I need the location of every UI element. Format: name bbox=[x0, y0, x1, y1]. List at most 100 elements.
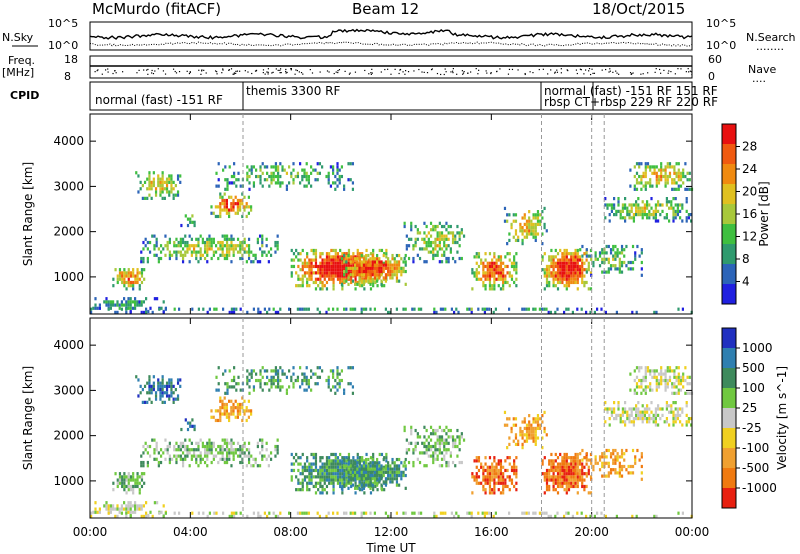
velocity-cell bbox=[341, 475, 344, 479]
velocity-cell bbox=[162, 514, 165, 518]
velocity-cell bbox=[576, 462, 579, 466]
velocity-cell bbox=[657, 378, 661, 383]
power-cell bbox=[161, 187, 164, 191]
velocity-cell bbox=[140, 454, 143, 458]
power-cell bbox=[107, 303, 110, 307]
velocity-cell bbox=[552, 472, 555, 476]
power-cell bbox=[384, 260, 388, 264]
velocity-cell bbox=[638, 385, 641, 389]
power-cell bbox=[351, 162, 355, 166]
power-cell bbox=[233, 310, 236, 314]
power-cell bbox=[674, 196, 677, 201]
power-cell bbox=[395, 276, 399, 280]
velocity-cell bbox=[241, 448, 244, 452]
velocity-cell bbox=[435, 514, 438, 518]
velocity-cell bbox=[378, 473, 381, 478]
velocity-cell bbox=[272, 511, 275, 515]
velocity-cell bbox=[439, 511, 442, 515]
power-cell bbox=[614, 264, 617, 268]
power-cell bbox=[541, 307, 544, 311]
velocity-cell bbox=[328, 465, 331, 469]
power-cell bbox=[480, 261, 483, 265]
velocity-cell bbox=[536, 417, 540, 421]
velocity-cell bbox=[365, 452, 368, 457]
velocity-cell bbox=[140, 464, 143, 468]
power-cell bbox=[563, 271, 566, 275]
velocity-cell bbox=[236, 402, 239, 407]
velocity-cell bbox=[263, 382, 267, 386]
velocity-cell bbox=[635, 514, 638, 518]
velocity-cell bbox=[536, 420, 540, 424]
power-cell bbox=[136, 274, 139, 278]
nave-dot bbox=[286, 71, 288, 74]
velocity-cell bbox=[679, 382, 683, 386]
velocity-cell bbox=[637, 413, 640, 417]
velocity-cell bbox=[578, 478, 582, 482]
nave-dot bbox=[560, 68, 562, 70]
colorbar-swatch bbox=[722, 244, 736, 265]
velocity-cell bbox=[316, 511, 319, 515]
velocity-cell bbox=[380, 486, 383, 490]
velocity-cell bbox=[170, 381, 173, 385]
velocity-cell bbox=[203, 448, 207, 452]
velocity-cell bbox=[277, 382, 280, 386]
power-cell bbox=[351, 266, 355, 270]
power-cell bbox=[166, 240, 169, 245]
velocity-cell bbox=[338, 385, 341, 389]
x-tick-label: 00:00 bbox=[73, 525, 108, 539]
velocity-cell bbox=[168, 460, 171, 465]
velocity-cell bbox=[391, 477, 394, 481]
velocity-cell bbox=[347, 475, 351, 479]
velocity-cell bbox=[155, 441, 158, 445]
power-cell bbox=[246, 178, 249, 182]
velocity-cell bbox=[517, 439, 520, 443]
power-cell bbox=[434, 224, 437, 229]
velocity-cell bbox=[654, 407, 658, 411]
velocity-cell bbox=[336, 382, 339, 386]
power-cell bbox=[644, 168, 647, 172]
power-cell bbox=[317, 268, 320, 272]
power-cell bbox=[281, 165, 284, 169]
velocity-cell bbox=[473, 478, 476, 482]
velocity-cell bbox=[445, 464, 448, 468]
velocity-cell bbox=[159, 384, 162, 388]
power-cell bbox=[371, 279, 374, 283]
power-cell bbox=[217, 214, 220, 219]
velocity-cell bbox=[235, 382, 238, 386]
power-cell bbox=[387, 263, 390, 267]
power-cell bbox=[332, 268, 335, 272]
power-cell bbox=[623, 260, 626, 265]
velocity-cell bbox=[336, 462, 340, 466]
velocity-cell bbox=[447, 428, 450, 433]
power-cell bbox=[325, 252, 329, 256]
power-cell bbox=[670, 200, 673, 204]
velocity-cell bbox=[646, 366, 650, 370]
power-cell bbox=[581, 264, 584, 269]
velocity-cell bbox=[456, 454, 459, 458]
power-cell bbox=[629, 168, 632, 172]
power-cell bbox=[442, 307, 445, 311]
velocity-cell bbox=[576, 452, 579, 457]
power-cell bbox=[175, 256, 178, 261]
velocity-cell bbox=[416, 441, 419, 445]
velocity-cell bbox=[354, 473, 357, 478]
velocity-cell bbox=[148, 444, 152, 449]
velocity-cell bbox=[682, 385, 685, 389]
power-cell bbox=[186, 244, 189, 248]
power-cell bbox=[345, 252, 348, 256]
velocity-cell bbox=[157, 384, 160, 388]
velocity-cell bbox=[339, 452, 342, 457]
y-tick-label: 3000 bbox=[53, 383, 84, 397]
velocity-cell bbox=[561, 481, 564, 485]
power-cell bbox=[673, 171, 676, 175]
velocity-cell bbox=[380, 483, 383, 487]
velocity-cell bbox=[679, 407, 682, 411]
power-cell bbox=[165, 190, 169, 194]
velocity-cell bbox=[177, 448, 180, 452]
velocity-cell bbox=[414, 448, 417, 452]
velocity-cell bbox=[143, 472, 146, 476]
power-cell bbox=[587, 264, 590, 269]
velocity-cell bbox=[161, 391, 164, 395]
velocity-cell bbox=[587, 491, 590, 495]
